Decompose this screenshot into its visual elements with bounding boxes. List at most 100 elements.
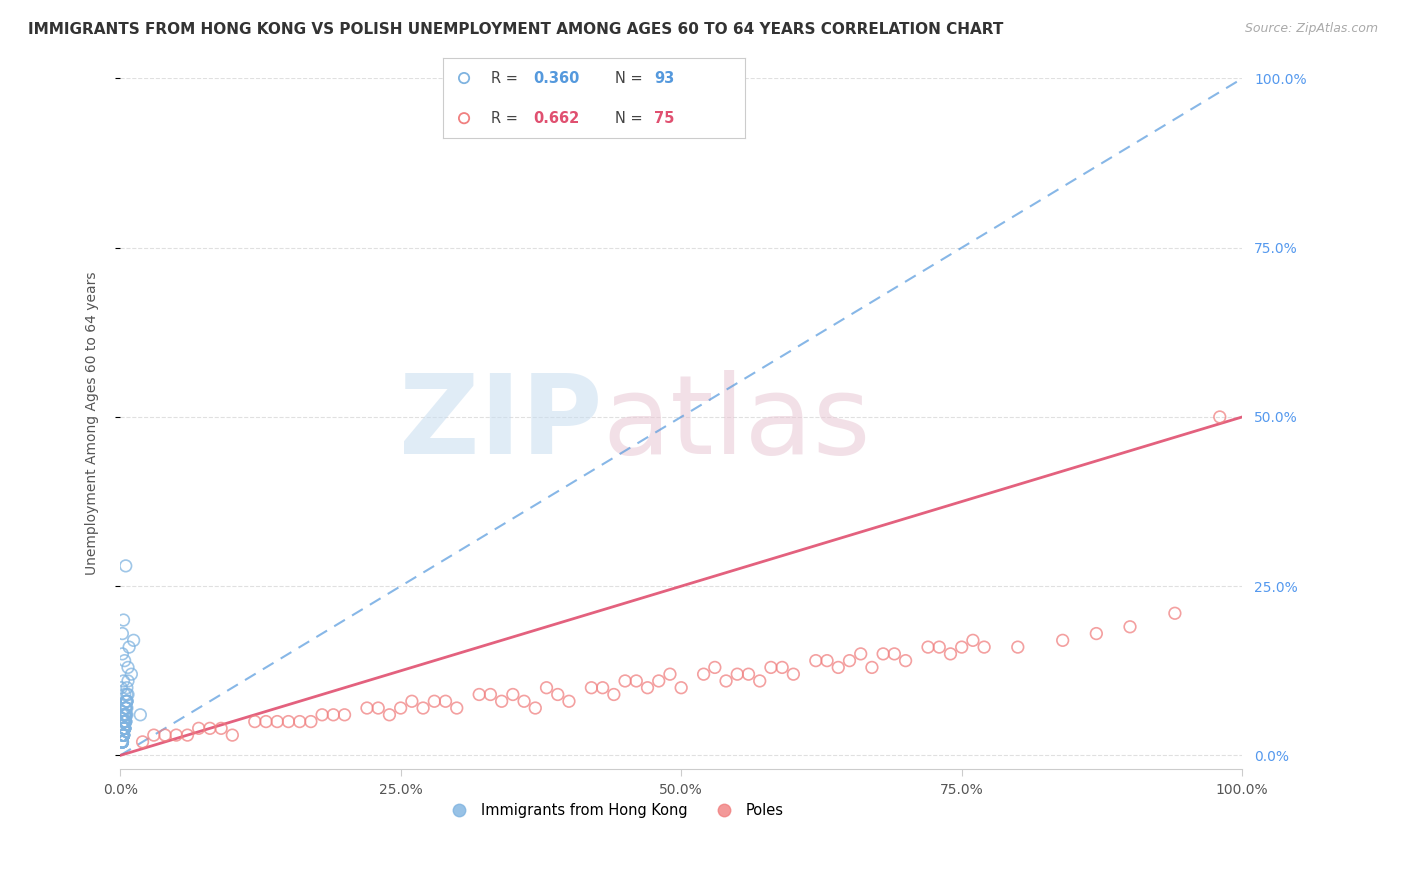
Point <box>117 660 139 674</box>
Point <box>513 694 536 708</box>
Point <box>453 112 475 126</box>
Text: N =: N = <box>616 111 647 126</box>
Point <box>703 660 725 674</box>
Point <box>115 694 138 708</box>
Point <box>114 722 136 736</box>
Point <box>114 701 136 715</box>
Point <box>198 722 221 736</box>
Point <box>110 735 132 749</box>
Point <box>114 701 136 715</box>
Point <box>110 681 132 695</box>
Point <box>111 735 134 749</box>
Point <box>114 714 136 729</box>
Point <box>112 728 135 742</box>
Point <box>973 640 995 654</box>
Point <box>111 707 134 722</box>
Point <box>129 707 152 722</box>
Point <box>1085 626 1108 640</box>
Point <box>558 694 581 708</box>
Point <box>894 654 917 668</box>
Point <box>221 728 243 742</box>
Point <box>111 647 134 661</box>
Point <box>950 640 973 654</box>
Point <box>111 735 134 749</box>
Point <box>115 694 138 708</box>
Point <box>111 728 134 742</box>
Point <box>114 722 136 736</box>
Point <box>114 707 136 722</box>
Point <box>804 654 827 668</box>
Y-axis label: Unemployment Among Ages 60 to 64 years: Unemployment Among Ages 60 to 64 years <box>86 272 100 575</box>
Point <box>502 688 524 702</box>
Point <box>112 722 135 736</box>
Point <box>114 707 136 722</box>
Point <box>114 722 136 736</box>
Point <box>112 728 135 742</box>
Point <box>115 707 138 722</box>
Point <box>603 688 626 702</box>
Point <box>114 722 136 736</box>
Point <box>114 714 136 729</box>
Point <box>114 714 136 729</box>
Point <box>299 714 322 729</box>
Point <box>782 667 804 681</box>
Point <box>322 707 344 722</box>
Point <box>626 673 648 688</box>
Point <box>860 660 883 674</box>
Point <box>114 722 136 736</box>
Point <box>111 735 134 749</box>
Point <box>114 714 136 729</box>
Point <box>115 681 138 695</box>
Point <box>117 688 139 702</box>
Point <box>114 707 136 722</box>
Point <box>117 673 139 688</box>
Point <box>112 714 135 729</box>
Point <box>111 735 134 749</box>
Point <box>114 714 136 729</box>
Point <box>114 701 136 715</box>
Point <box>849 647 872 661</box>
Text: 0.360: 0.360 <box>534 70 579 86</box>
Point <box>114 701 136 715</box>
Point <box>112 728 135 742</box>
Point <box>114 707 136 722</box>
Point <box>131 735 153 749</box>
Point <box>356 701 378 715</box>
Point <box>112 613 135 627</box>
Point <box>209 722 232 736</box>
Point <box>1164 607 1187 621</box>
Point <box>917 640 939 654</box>
Point <box>112 728 135 742</box>
Point <box>412 701 434 715</box>
Point <box>453 70 475 85</box>
Point <box>479 688 502 702</box>
Point <box>112 728 135 742</box>
Point <box>592 681 614 695</box>
Point <box>1209 409 1232 424</box>
Point <box>401 694 423 708</box>
Point <box>114 694 136 708</box>
Point <box>114 654 136 668</box>
Point <box>111 626 134 640</box>
Point <box>114 688 136 702</box>
Point <box>962 633 984 648</box>
Point <box>112 728 135 742</box>
Point <box>112 714 135 729</box>
Point <box>311 707 333 722</box>
Point <box>815 654 838 668</box>
Text: ZIP: ZIP <box>399 370 603 477</box>
Point <box>114 707 136 722</box>
Point <box>112 728 135 742</box>
Point <box>277 714 299 729</box>
Point <box>112 673 135 688</box>
Point <box>266 714 288 729</box>
Point <box>111 735 134 749</box>
Point <box>112 714 135 729</box>
Point <box>187 722 209 736</box>
Point <box>243 714 266 729</box>
Point <box>112 728 135 742</box>
Point <box>112 722 135 736</box>
Point <box>1007 640 1029 654</box>
Point <box>114 558 136 573</box>
Point <box>939 647 962 661</box>
